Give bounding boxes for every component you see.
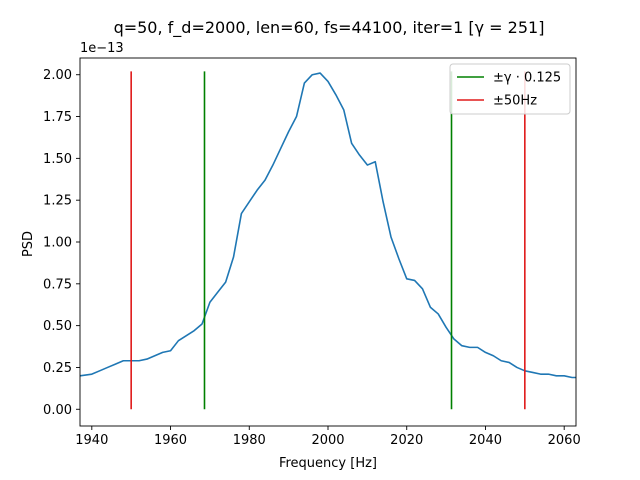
y-tick-label: 0.50 xyxy=(43,319,72,334)
y-axis-label: PSD xyxy=(21,231,36,257)
x-tick-label: 1960 xyxy=(154,433,187,448)
y-offset-label: 1e−13 xyxy=(80,41,124,56)
legend-entry-label: ±50Hz xyxy=(493,94,537,109)
y-tick-label: 2.00 xyxy=(43,68,72,83)
y-tick-label: 1.25 xyxy=(43,194,72,209)
y-tick-label: 1.00 xyxy=(43,236,72,251)
psd-series-line xyxy=(80,72,576,379)
y-tick-label: 1.50 xyxy=(43,152,72,167)
x-tick-label: 2020 xyxy=(390,433,423,448)
y-tick-label: 0.25 xyxy=(43,361,72,376)
legend: ±γ · 0.125 ±50Hz xyxy=(449,63,571,115)
x-axis-label: Frequency [Hz] xyxy=(279,456,377,471)
y-tick-label: 0.75 xyxy=(43,277,72,292)
y-tick-label: 0.00 xyxy=(43,403,72,418)
plot-area: 1940 1960 1980 2000 2020 2040 2060 0.00 0.25 0.50… xyxy=(43,57,581,448)
y-tick-label: 1.75 xyxy=(43,110,72,125)
x-tick-label: 2060 xyxy=(548,433,581,448)
legend-entry-label: ±γ · 0.125 xyxy=(493,71,561,86)
x-tick-label: 2040 xyxy=(469,433,502,448)
x-tick-label: 2000 xyxy=(311,433,344,448)
x-tick-label: 1940 xyxy=(75,433,108,448)
x-tick-label: 1980 xyxy=(233,433,266,448)
chart-title: q=50, f_d=2000, len=60, fs=44100, iter=1… xyxy=(114,18,545,38)
